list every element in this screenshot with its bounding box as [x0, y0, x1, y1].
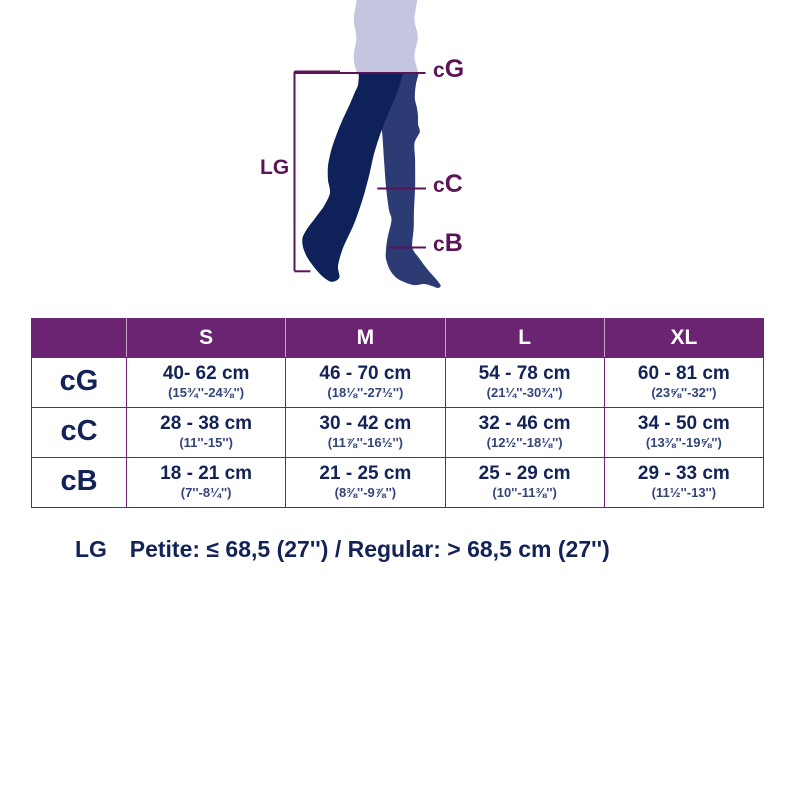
svg-text:cC: cC — [433, 170, 463, 198]
svg-text:cG: cG — [433, 55, 464, 83]
svg-text:cB: cB — [433, 229, 463, 257]
svg-text:LG: LG — [260, 156, 289, 179]
